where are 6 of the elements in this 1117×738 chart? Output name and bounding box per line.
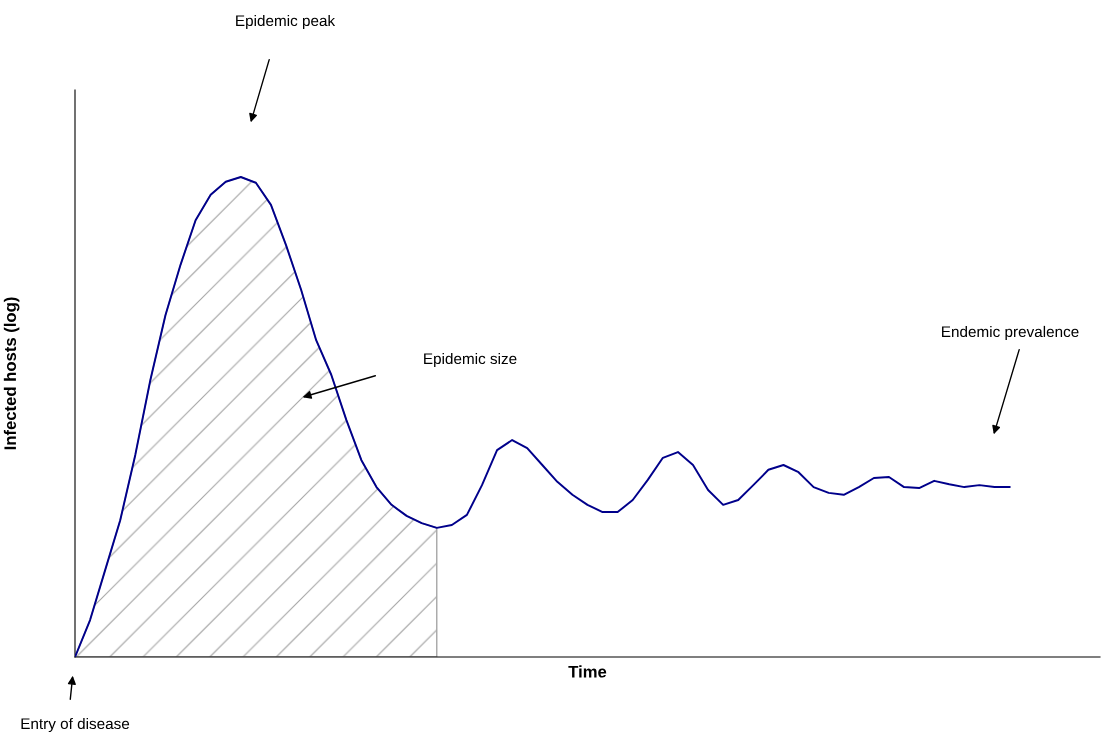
- text: Entry of disease: [21, 717, 130, 733]
- text: Epidemic peak: [236, 14, 336, 30]
- annotation: Epidemic size: [424, 352, 517, 368]
- y-axis-title: Infected hosts (log): [3, 297, 20, 450]
- x-axis-title: Time: [568, 665, 607, 678]
- annotation: Endemic prevalence: [942, 325, 1079, 341]
